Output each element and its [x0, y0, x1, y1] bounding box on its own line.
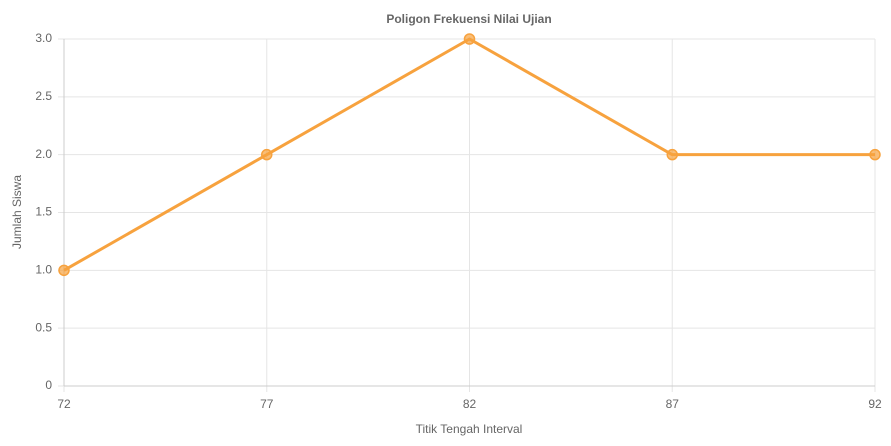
data-point: [261, 148, 273, 161]
x-tick-label: 82: [463, 397, 477, 411]
x-tick-label: 77: [260, 397, 274, 411]
y-tick-label: 0.5: [35, 320, 52, 334]
y-tick-label: 2.5: [35, 89, 52, 103]
y-tick-label: 1.0: [35, 263, 52, 277]
data-point: [666, 148, 678, 161]
data-point: [869, 148, 881, 161]
chart-title: Poligon Frekuensi Nilai Ujian: [386, 12, 551, 26]
data-point: [463, 33, 476, 45]
x-axis-title: Titik Tengah Interval: [416, 422, 523, 436]
y-tick-label: 2.0: [35, 147, 52, 161]
y-axis-title: Jumlah Siswa: [10, 175, 24, 249]
x-tick-label: 72: [57, 397, 71, 411]
y-tick-label: 0: [45, 378, 52, 392]
x-tick-label: 92: [868, 397, 882, 411]
y-tick-label: 3.0: [35, 31, 52, 45]
x-tick-label: 87: [666, 397, 680, 411]
data-point: [58, 264, 70, 277]
y-tick-label: 1.5: [35, 205, 52, 219]
